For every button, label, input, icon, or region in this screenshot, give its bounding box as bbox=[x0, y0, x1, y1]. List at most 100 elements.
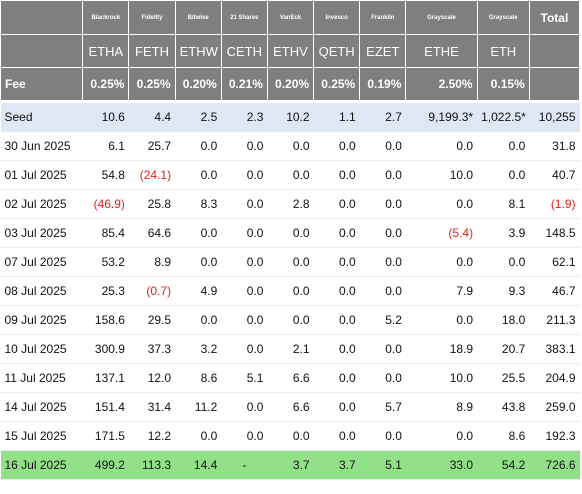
flow-cell: 158.6 bbox=[82, 305, 129, 335]
row-total: 10,255 bbox=[529, 102, 580, 132]
flow-cell: 0.0 bbox=[359, 189, 406, 219]
fee-label: Fee bbox=[0, 67, 84, 101]
flow-cell: 0.0 bbox=[477, 247, 530, 277]
flow-cell: 18.0 bbox=[477, 305, 530, 335]
issuer-header-row: Blackrock Fidelity Bitwise 21 Shares Van… bbox=[0, 0, 581, 35]
flow-cell: 0.0 bbox=[313, 276, 360, 306]
row-total: 383.1 bbox=[529, 334, 580, 364]
flow-cell: 0.0 bbox=[175, 131, 222, 161]
row-total: (1.9) bbox=[529, 189, 580, 219]
flow-cell: 0.0 bbox=[405, 421, 478, 451]
table-row: 02 Jul 2025 (46.9) 25.8 8.3 0.0 2.8 0.0 0.0 0.0 8… bbox=[0, 189, 580, 219]
flow-cell: 29.5 bbox=[128, 305, 176, 335]
row-total: 192.3 bbox=[529, 421, 580, 451]
flow-cell: 25.7 bbox=[128, 131, 176, 161]
issuer-name: Blackrock bbox=[82, 0, 130, 35]
row-total: 31.8 bbox=[529, 131, 580, 161]
flow-cell: 0.0 bbox=[267, 160, 314, 190]
ticker-label: ETHW bbox=[174, 34, 222, 68]
flow-cell: 25.3 bbox=[82, 276, 129, 306]
flow-cell: (46.9) bbox=[82, 189, 129, 219]
table-row: 09 Jul 2025 158.6 29.5 0.0 0.0 0.0 0.0 5.2 0.0 18… bbox=[0, 305, 580, 335]
table-row: 11 Jul 2025 137.1 12.0 8.6 5.1 6.6 0.0 0.0 10.0 2… bbox=[0, 363, 580, 393]
fee-header-row: Fee 0.25% 0.25% 0.20% 0.21% 0.20% 0.25% … bbox=[0, 67, 581, 101]
row-date: 30 Jun 2025 bbox=[0, 131, 83, 161]
fee-value: 0.21% bbox=[220, 67, 268, 101]
row-date: Seed bbox=[0, 102, 83, 132]
flow-cell: 2.5 bbox=[175, 102, 222, 132]
flow-cell: 6.6 bbox=[267, 363, 314, 393]
flow-cell: 0.0 bbox=[175, 305, 222, 335]
flow-cell: 0.0 bbox=[313, 334, 360, 364]
row-total: 259.0 bbox=[529, 392, 580, 422]
flow-cell: 0.0 bbox=[405, 247, 478, 277]
flow-cell: 5.7 bbox=[359, 392, 406, 422]
fee-value: 0.20% bbox=[266, 67, 315, 101]
flow-cell: 0.0 bbox=[221, 189, 268, 219]
flow-cell: 0.0 bbox=[359, 334, 406, 364]
flow-cell: 0.0 bbox=[359, 363, 406, 393]
flow-rows: Seed 10.6 4.4 2.5 2.3 10.2 1.1 2.7 9,199.3* 1,022… bbox=[0, 102, 580, 480]
corner-cell bbox=[0, 34, 84, 68]
flow-cell: 8.9 bbox=[405, 392, 478, 422]
row-total: 46.7 bbox=[529, 276, 580, 306]
row-total: 211.3 bbox=[529, 305, 580, 335]
flow-cell: 8.9 bbox=[128, 247, 176, 277]
flow-cell: 31.4 bbox=[128, 392, 176, 422]
flow-cell: 10.0 bbox=[405, 363, 478, 393]
ticker-label: ETH bbox=[476, 34, 530, 68]
flow-cell: 0.0 bbox=[359, 247, 406, 277]
flow-cell: 4.4 bbox=[128, 102, 176, 132]
flow-cell: 5.2 bbox=[359, 305, 406, 335]
table-row: 03 Jul 2025 85.4 64.6 0.0 0.0 0.0 0.0 0.0 (5.4) 3… bbox=[0, 218, 580, 248]
flow-cell: 0.0 bbox=[221, 392, 268, 422]
flow-cell: 0.0 bbox=[313, 218, 360, 248]
flow-cell: 12.0 bbox=[128, 363, 176, 393]
flow-cell: 0.0 bbox=[221, 421, 268, 451]
flow-cell: 0.0 bbox=[313, 160, 360, 190]
flow-cell: 0.0 bbox=[313, 305, 360, 335]
flow-cell: 10.2 bbox=[267, 102, 314, 132]
ticker-label: ETHV bbox=[266, 34, 315, 68]
issuer-name: Grayscale bbox=[405, 0, 478, 35]
row-date: 14 Jul 2025 bbox=[0, 392, 83, 422]
flow-cell: 0.0 bbox=[359, 218, 406, 248]
flow-cell: 8.3 bbox=[175, 189, 222, 219]
row-total: 40.7 bbox=[529, 160, 580, 190]
flow-cell: 9.3 bbox=[477, 276, 530, 306]
row-date: 03 Jul 2025 bbox=[0, 218, 83, 248]
flow-cell: 0.0 bbox=[313, 131, 360, 161]
flow-cell: 1.1 bbox=[313, 102, 360, 132]
table-row: 07 Jul 2025 53.2 8.9 0.0 0.0 0.0 0.0 0.0 0.0 0.0 6… bbox=[0, 247, 580, 277]
row-date: 16 Jul 2025 bbox=[0, 450, 83, 480]
ticker-label: FETH bbox=[128, 34, 176, 68]
flow-cell: 3.7 bbox=[267, 450, 314, 480]
flow-cell: 1,022.5* bbox=[477, 102, 530, 132]
ticker-label: CETH bbox=[220, 34, 268, 68]
issuer-name: Bitwise bbox=[174, 0, 222, 35]
fee-value: 0.25% bbox=[128, 67, 176, 101]
flow-cell: 0.0 bbox=[267, 247, 314, 277]
flow-cell: 54.2 bbox=[477, 450, 530, 480]
flow-cell: 10.0 bbox=[405, 160, 478, 190]
table-row: 10 Jul 2025 300.9 37.3 3.2 0.0 2.1 0.0 0.0 18.9 2… bbox=[0, 334, 580, 364]
flow-cell: 113.3 bbox=[128, 450, 176, 480]
flow-cell: 0.0 bbox=[405, 189, 478, 219]
flow-cell: 11.2 bbox=[175, 392, 222, 422]
flow-cell: 0.0 bbox=[313, 392, 360, 422]
flow-cell: (24.1) bbox=[128, 160, 176, 190]
flow-cell: 0.0 bbox=[359, 421, 406, 451]
ticker-label: EZET bbox=[359, 34, 407, 68]
total-header-spacer bbox=[528, 34, 581, 68]
flow-cell: 3.7 bbox=[313, 450, 360, 480]
fee-value: 0.20% bbox=[174, 67, 222, 101]
fee-value: 0.15% bbox=[476, 67, 530, 101]
ticker-header-row: ETHA FETH ETHW CETH ETHV QETH EZET ETHE … bbox=[0, 34, 581, 68]
table-row: 30 Jun 2025 6.1 25.7 0.0 0.0 0.0 0.0 0.0 0.0 0.0 3… bbox=[0, 131, 580, 161]
row-total: 726.6 bbox=[529, 450, 580, 480]
flow-cell: 33.0 bbox=[405, 450, 478, 480]
flow-cell: 14.4 bbox=[175, 450, 222, 480]
table-row: 01 Jul 2025 54.8 (24.1) 0.0 0.0 0.0 0.0 0.0 10.0… bbox=[0, 160, 580, 190]
total-header: Total bbox=[528, 0, 581, 35]
issuer-name: Grayscale bbox=[476, 0, 530, 35]
